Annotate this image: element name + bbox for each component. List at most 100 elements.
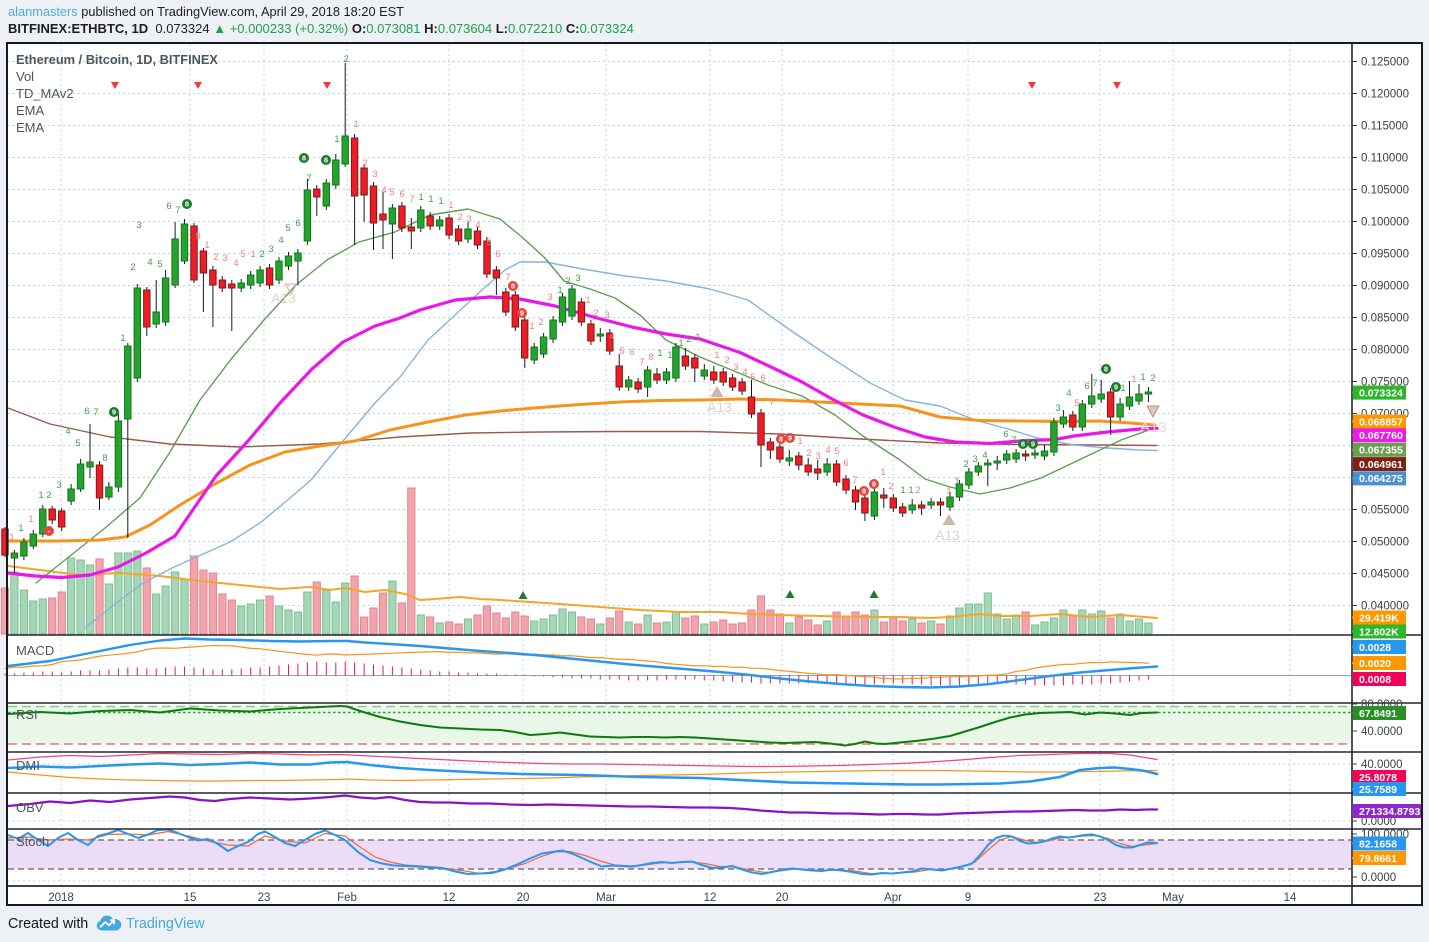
svg-text:1: 1 [18, 523, 23, 534]
svg-text:2: 2 [724, 355, 729, 366]
svg-text:4: 4 [278, 235, 283, 246]
svg-text:1: 1 [1140, 372, 1145, 383]
svg-text:3: 3 [466, 214, 471, 225]
svg-text:1: 1 [908, 485, 913, 496]
svg-text:67.8491: 67.8491 [1359, 708, 1397, 720]
svg-text:MACD: MACD [16, 643, 54, 658]
svg-text:4: 4 [233, 258, 238, 269]
svg-text:0.0000: 0.0000 [1361, 872, 1396, 884]
svg-text:20: 20 [776, 892, 789, 904]
svg-text:Feb: Feb [337, 892, 357, 904]
svg-text:3: 3 [56, 480, 61, 491]
svg-text:5: 5 [157, 259, 162, 270]
svg-text:3: 3 [372, 169, 377, 180]
svg-text:6: 6 [1084, 381, 1089, 392]
svg-text:25.7589: 25.7589 [1359, 784, 1397, 796]
svg-text:2: 2 [46, 490, 51, 501]
svg-text:-: - [48, 527, 51, 536]
svg-text:2: 2 [130, 262, 135, 273]
svg-text:79.8661: 79.8661 [1359, 853, 1397, 865]
svg-text:4: 4 [609, 331, 614, 342]
svg-text:8: 8 [511, 282, 515, 291]
svg-text:0.045000: 0.045000 [1361, 569, 1409, 581]
svg-text:4: 4 [1066, 388, 1071, 399]
svg-text:5: 5 [1074, 398, 1079, 409]
svg-text:4: 4 [475, 220, 480, 231]
svg-text:1: 1 [657, 348, 662, 359]
svg-text:1: 1 [438, 196, 443, 207]
svg-text:A13: A13 [1140, 419, 1167, 436]
svg-text:7: 7 [93, 407, 98, 418]
svg-text:7: 7 [175, 205, 180, 216]
svg-text:6: 6 [629, 347, 634, 358]
svg-text:9: 9 [1114, 383, 1118, 392]
svg-text:8: 8 [324, 156, 328, 165]
svg-text:29.419K: 29.419K [1359, 612, 1399, 624]
svg-text:1: 1 [557, 285, 562, 296]
svg-text:9: 9 [112, 408, 116, 417]
svg-text:7: 7 [306, 173, 311, 184]
svg-text:EMA: EMA [16, 103, 45, 118]
svg-text:0.100000: 0.100000 [1361, 217, 1409, 229]
svg-text:0.105000: 0.105000 [1361, 185, 1409, 197]
svg-text:0.075000: 0.075000 [1361, 377, 1409, 389]
svg-text:Ethereum / Bitcoin, 1D, BITFIN: Ethereum / Bitcoin, 1D, BITFINEX [16, 52, 218, 67]
svg-text:2: 2 [213, 252, 218, 263]
svg-text:1: 1 [28, 514, 33, 525]
svg-text:1: 1 [667, 350, 672, 361]
svg-text:1: 1 [334, 134, 339, 145]
svg-text:RSI: RSI [16, 707, 38, 722]
svg-text:0.090000: 0.090000 [1361, 281, 1409, 293]
svg-text:A13: A13 [271, 290, 296, 306]
svg-text:Vol: Vol [16, 69, 34, 84]
svg-text:40.0000: 40.0000 [1361, 759, 1403, 771]
svg-text:5: 5 [619, 346, 624, 357]
svg-text:40.0000: 40.0000 [1361, 726, 1403, 738]
svg-text:2: 2 [259, 249, 264, 260]
svg-text:23: 23 [1094, 892, 1107, 904]
svg-text:1: 1 [120, 333, 125, 344]
svg-text:3: 3 [1055, 403, 1060, 414]
svg-text:2: 2 [963, 459, 968, 470]
svg-text:1: 1 [695, 332, 700, 343]
svg-text:1: 1 [954, 476, 959, 487]
svg-text:5: 5 [240, 249, 245, 260]
svg-text:2: 2 [888, 481, 893, 492]
svg-text:8: 8 [102, 453, 107, 464]
svg-text:7: 7 [852, 475, 857, 486]
svg-text:4: 4 [742, 367, 747, 378]
svg-text:0.0000: 0.0000 [1361, 816, 1396, 828]
svg-text:12.802K: 12.802K [1359, 626, 1399, 638]
svg-text:3: 3 [222, 253, 227, 264]
svg-text:3: 3 [733, 362, 738, 373]
svg-text:A13: A13 [935, 527, 960, 543]
svg-text:0.067760: 0.067760 [1359, 430, 1403, 442]
svg-text:3: 3 [972, 454, 977, 465]
svg-text:0.067355: 0.067355 [1359, 445, 1403, 457]
svg-text:82.1658: 82.1658 [1359, 838, 1397, 850]
svg-text:7: 7 [409, 194, 414, 205]
svg-text:6: 6 [1003, 429, 1008, 440]
svg-text:2: 2 [457, 212, 462, 223]
svg-text:8: 8 [862, 487, 866, 496]
svg-text:6: 6 [399, 189, 404, 200]
svg-text:2: 2 [538, 317, 543, 328]
svg-text:1: 1 [585, 295, 590, 306]
svg-text:9: 9 [1031, 440, 1035, 449]
svg-text:9: 9 [788, 434, 792, 443]
svg-text:4: 4 [65, 426, 70, 437]
svg-text:0.050000: 0.050000 [1361, 537, 1409, 549]
svg-text:TD_MAv2: TD_MAv2 [16, 86, 74, 101]
svg-text:4: 4 [982, 450, 987, 461]
svg-text:0.0008: 0.0008 [1359, 674, 1391, 686]
svg-text:Mar: Mar [596, 892, 616, 904]
svg-text:0.064275: 0.064275 [1359, 473, 1403, 485]
svg-text:7: 7 [1011, 435, 1016, 446]
svg-text:6: 6 [84, 406, 89, 417]
svg-text:EMA: EMA [16, 120, 45, 135]
svg-text:1: 1 [418, 192, 423, 203]
svg-text:DMI: DMI [16, 758, 40, 773]
svg-text:9: 9 [965, 892, 971, 904]
svg-text:A13: A13 [707, 399, 732, 415]
svg-text:7: 7 [639, 357, 644, 368]
